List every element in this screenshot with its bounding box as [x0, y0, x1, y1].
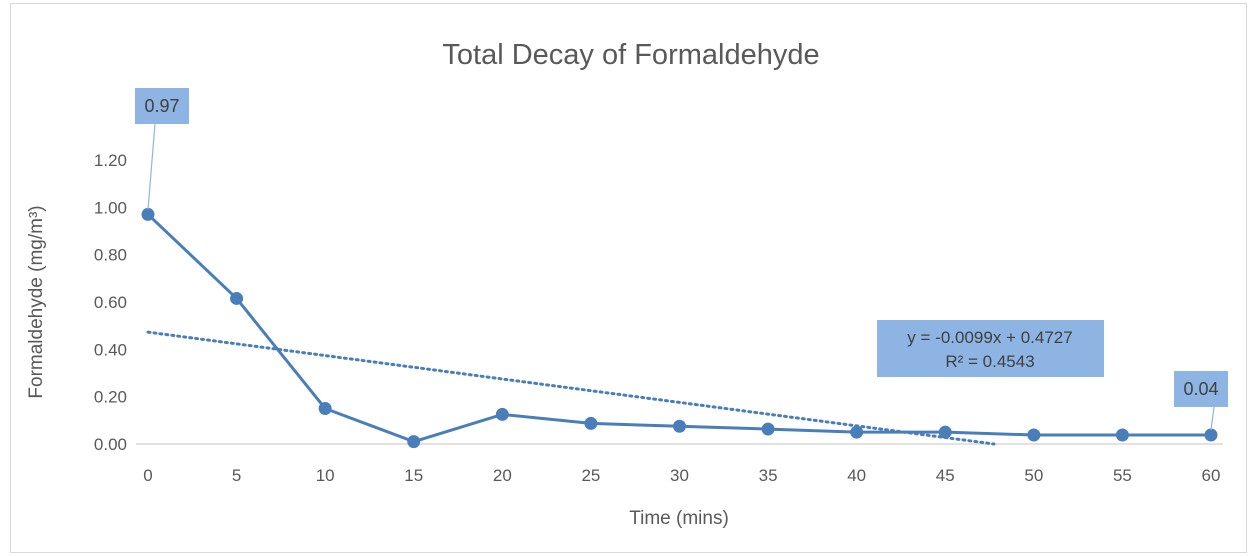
y-tick-label: 1.00	[94, 198, 127, 217]
data-label-leader	[1210, 406, 1215, 431]
data-point	[761, 422, 775, 436]
data-point	[1027, 428, 1041, 442]
equation-background	[877, 320, 1104, 377]
y-tick-label: 1.20	[94, 151, 127, 170]
x-tick-label: 55	[1113, 466, 1132, 485]
data-point	[673, 419, 686, 433]
x-tick-label: 25	[581, 466, 600, 485]
trendline	[146, 330, 996, 446]
y-tick-label: 0.40	[94, 340, 127, 359]
trendline-r-squared: R² = 0.4543	[945, 352, 1034, 371]
x-tick-label: 40	[847, 466, 866, 485]
x-tick-label: 50	[1024, 466, 1043, 485]
x-tick-label: 30	[670, 466, 689, 485]
data-point	[407, 435, 421, 449]
x-tick-label: 5	[232, 466, 241, 485]
x-tick-label: 35	[759, 466, 778, 485]
trendline-line	[146, 330, 996, 446]
data-point	[141, 207, 155, 221]
x-axis-label: Time (mins)	[629, 508, 729, 529]
x-tick-label: 15	[404, 466, 423, 485]
x-tick-label: 10	[316, 466, 335, 485]
data-point	[850, 425, 864, 439]
y-tick-label: 0.60	[94, 293, 127, 312]
x-tick-label: 45	[936, 466, 955, 485]
data-label-leader	[147, 123, 156, 210]
y-axis-ticks: 0.00 0.20 0.40 0.60 0.80 1.00 1.20	[94, 151, 127, 454]
data-label-box	[135, 88, 189, 124]
y-tick-label: 0.80	[94, 246, 127, 265]
data-point	[1115, 428, 1129, 442]
data-point	[938, 425, 952, 439]
data-point	[318, 402, 332, 415]
x-tick-label: 20	[493, 466, 512, 485]
data-label: 0.97	[144, 96, 179, 116]
y-tick-label: 0.00	[94, 435, 127, 454]
x-tick-label: 60	[1202, 466, 1221, 485]
data-point	[1204, 428, 1218, 442]
chart-title: Total Decay of Formaldehyde	[442, 39, 819, 71]
trendline-equation-box: y = -0.0099x + 0.4727 R² = 0.4543	[877, 320, 1104, 377]
x-tick-label: 0	[143, 466, 152, 485]
data-label-box	[1174, 371, 1228, 408]
y-axis-label: Formaldehyde (mg/m³)	[26, 205, 47, 398]
data-point	[230, 291, 244, 305]
series-layer	[141, 207, 1218, 449]
data-point	[584, 416, 598, 430]
trendline-equation: y = -0.0099x + 0.4727	[907, 328, 1072, 347]
data-label: 0.04	[1183, 379, 1218, 399]
data-point	[495, 407, 509, 421]
data-label-layer: 0.97 0.04	[135, 88, 1228, 431]
x-axis-ticks: 0 5 10 15 20 25 30 35 40 45 50 55 60	[143, 466, 1220, 485]
y-tick-label: 0.20	[94, 388, 127, 407]
